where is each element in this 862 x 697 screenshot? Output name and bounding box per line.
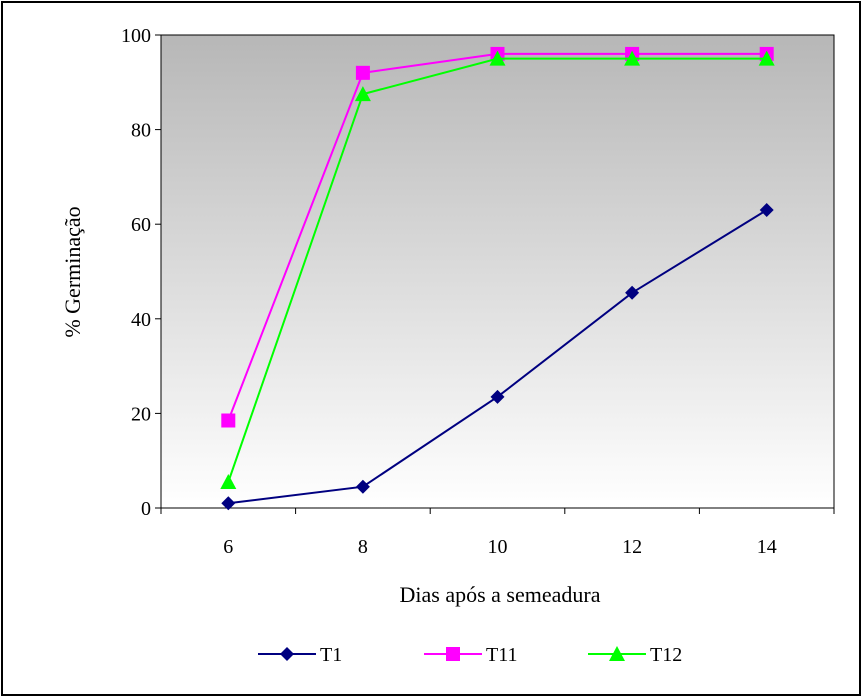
y-tick-label: 40 xyxy=(131,309,151,331)
data-point xyxy=(220,473,237,489)
data-point xyxy=(624,50,641,66)
data-point xyxy=(625,285,640,300)
data-point xyxy=(355,479,370,494)
legend-item-t1: T1 xyxy=(258,644,342,666)
y-axis-title: % Germinação xyxy=(60,206,85,337)
series-t1 xyxy=(221,203,774,511)
legend-marker xyxy=(609,646,625,661)
x-tick-label: 12 xyxy=(622,536,642,558)
data-point xyxy=(758,50,775,66)
x-tick-label: 8 xyxy=(358,536,368,558)
x-axis-title: Dias após a semeadura xyxy=(400,582,601,607)
legend-item-t11: T11 xyxy=(424,644,517,666)
y-tick-label: 60 xyxy=(131,214,151,236)
x-tick-label: 10 xyxy=(488,536,508,558)
legend-label: T1 xyxy=(320,644,342,666)
legend-item-t12: T12 xyxy=(588,644,682,666)
legend-marker xyxy=(280,647,294,661)
x-tick-label: 14 xyxy=(757,536,777,558)
data-point xyxy=(355,65,370,80)
x-tick-label: 6 xyxy=(223,536,233,558)
data-point xyxy=(489,50,506,66)
data-point xyxy=(221,413,236,428)
y-tick-label: 100 xyxy=(121,25,151,47)
plot-area xyxy=(160,34,835,509)
y-tick-label: 20 xyxy=(131,403,151,425)
data-point xyxy=(490,389,505,404)
series-t12 xyxy=(220,50,775,489)
legend: T1 T11 T12 xyxy=(258,644,682,666)
data-point xyxy=(221,496,236,511)
legend-marker xyxy=(446,647,460,661)
legend-label: T11 xyxy=(486,644,517,666)
y-tick-label: 80 xyxy=(131,120,151,142)
data-point xyxy=(759,203,774,218)
legend-label: T12 xyxy=(650,644,682,666)
y-tick-label: 0 xyxy=(141,498,151,520)
data-point xyxy=(354,86,371,102)
